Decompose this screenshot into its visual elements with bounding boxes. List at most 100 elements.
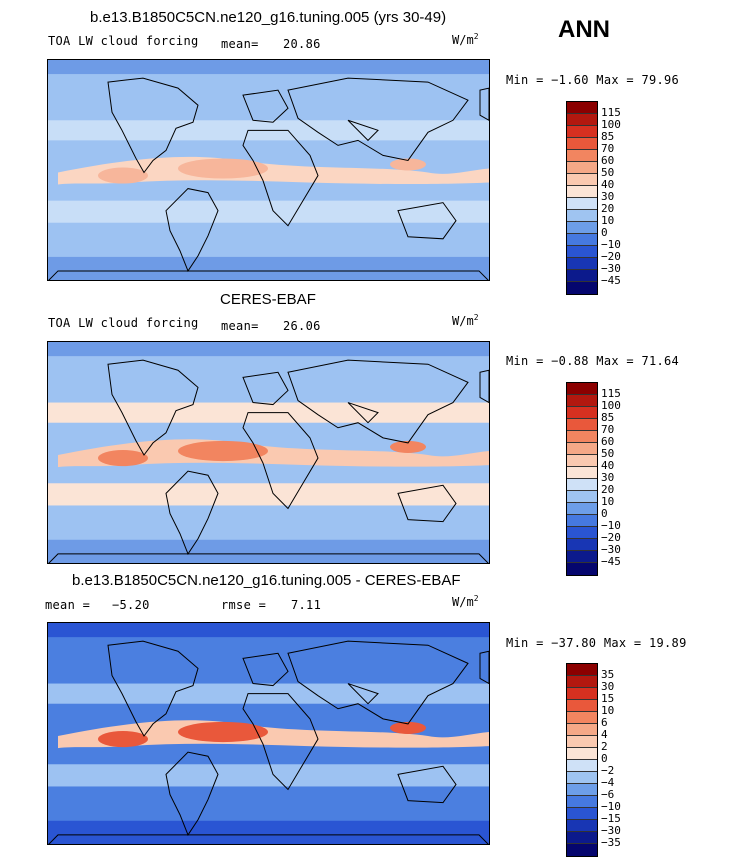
colorbar-swatch [567,563,597,575]
panel-2-variable: TOA LW cloud forcing [48,316,199,330]
colorbar-swatch [567,527,597,539]
panel-3-colorbar-ticks: 35 30 15 10 6 4 2 0 −2 −4 −6 −10 −15 −30 −35 [601,669,621,849]
panel-1-title: b.e13.B1850C5CN.ne120_g16.tuning.005 (yr… [90,9,447,26]
colorbar-tick-label: 0 [601,226,608,239]
colorbar-swatch [567,748,597,760]
colorbar-tick-label: 30 [601,190,615,203]
colorbar-tick-label: −6 [601,788,615,801]
colorbar-tick-label: 30 [601,680,615,693]
colorbar-tick-label: 85 [601,411,615,424]
colorbar-tick-label: 2 [601,740,608,753]
colorbar-swatch [567,282,597,294]
colorbar-swatch [567,503,597,515]
colorbar-tick-label: 30 [601,471,615,484]
colorbar-swatch [567,222,597,234]
colorbar-tick-label: 4 [601,728,608,741]
panel-3-units: W/m2 [452,594,479,609]
colorbar-tick-label: 15 [601,692,615,705]
colorbar-swatch [567,174,597,186]
colorbar-swatch [567,383,597,395]
panel-1-units: W/m2 [452,32,479,47]
panel-2-mean-label: mean= [221,319,259,333]
colorbar-swatch [567,664,597,676]
colorbar-tick-label: 10 [601,704,615,717]
colorbar-swatch [567,455,597,467]
colorbar-swatch [567,832,597,844]
panel-3-title: b.e13.B1850C5CN.ne120_g16.tuning.005 - C… [72,572,461,589]
colorbar-tick-label: 60 [601,154,615,167]
panel-1-map [47,59,490,281]
colorbar-tick-label: 50 [601,447,615,460]
panel-1-colorbar-ticks: 115 100 85 70 60 50 40 30 20 10 0 −10 −20 −30 −45 [601,107,621,287]
colorbar-swatch [567,162,597,174]
colorbar-swatch [567,186,597,198]
colorbar-tick-label: 6 [601,716,608,729]
colorbar-tick-label: −45 [601,555,621,568]
colorbar-tick-label: −2 [601,764,615,777]
colorbar-swatch [567,419,597,431]
colorbar-tick-label: 85 [601,130,615,143]
colorbar-tick-label: −20 [601,250,621,263]
colorbar-swatch [567,515,597,527]
colorbar-tick-label: −10 [601,519,621,532]
colorbar-tick-label: 10 [601,214,615,227]
colorbar-tick-label: −45 [601,274,621,287]
colorbar-tick-label: −10 [601,800,621,813]
panel-1-mean-value: 20.86 [283,37,321,51]
colorbar-tick-label: 70 [601,142,615,155]
panel-3-minmax: Min = −37.80 Max = 19.89 [506,636,687,650]
panel-1-variable: TOA LW cloud forcing [48,34,199,48]
colorbar-swatch [567,551,597,563]
colorbar-swatch [567,784,597,796]
colorbar-tick-label: 70 [601,423,615,436]
panel-3-rmse-label: rmse = [221,598,267,612]
colorbar-swatch [567,210,597,222]
colorbar-tick-label: 20 [601,202,615,215]
colorbar-swatch [567,102,597,114]
colorbar-swatch [567,270,597,282]
colorbar-swatch [567,234,597,246]
colorbar-swatch [567,700,597,712]
colorbar-tick-label: 60 [601,435,615,448]
colorbar-tick-label: −35 [601,836,621,849]
colorbar-tick-label: 115 [601,106,621,119]
panel-2-mean-value: 26.06 [283,319,321,333]
colorbar-swatch [567,724,597,736]
colorbar-swatch [567,431,597,443]
colorbar-swatch [567,198,597,210]
colorbar-tick-label: 40 [601,178,615,191]
colorbar-swatch [567,772,597,784]
colorbar-tick-label: 35 [601,668,615,681]
colorbar-tick-label: 0 [601,752,608,765]
season-label: ANN [558,16,610,43]
colorbar-swatch [567,736,597,748]
colorbar-swatch [567,688,597,700]
panel-2-units: W/m2 [452,313,479,328]
panel-1-colorbar [566,101,598,295]
panel-3-mean-label: mean = [45,598,91,612]
colorbar-swatch [567,138,597,150]
panel-2-minmax: Min = −0.88 Max = 71.64 [506,354,680,368]
colorbar-swatch [567,246,597,258]
colorbar-tick-label: −30 [601,543,621,556]
colorbar-tick-label: −30 [601,262,621,275]
colorbar-swatch [567,407,597,419]
colorbar-swatch [567,479,597,491]
colorbar-tick-label: 50 [601,166,615,179]
colorbar-tick-label: 100 [601,118,621,131]
panel-3-rmse-value: 7.11 [291,598,322,612]
colorbar-swatch [567,676,597,688]
panel-1-mean-label: mean= [221,37,259,51]
colorbar-tick-label: 10 [601,495,615,508]
panel-2-colorbar [566,382,598,576]
panel-3-mean-value: −5.20 [112,598,150,612]
colorbar-swatch [567,126,597,138]
panel-2-map [47,341,490,564]
colorbar-tick-label: −20 [601,531,621,544]
colorbar-swatch [567,258,597,270]
colorbar-tick-label: 100 [601,399,621,412]
colorbar-swatch [567,491,597,503]
panel-2-colorbar-ticks: 115 100 85 70 60 50 40 30 20 10 0 −10 −20 −30 −45 [601,388,621,568]
colorbar-tick-label: −15 [601,812,621,825]
colorbar-swatch [567,539,597,551]
